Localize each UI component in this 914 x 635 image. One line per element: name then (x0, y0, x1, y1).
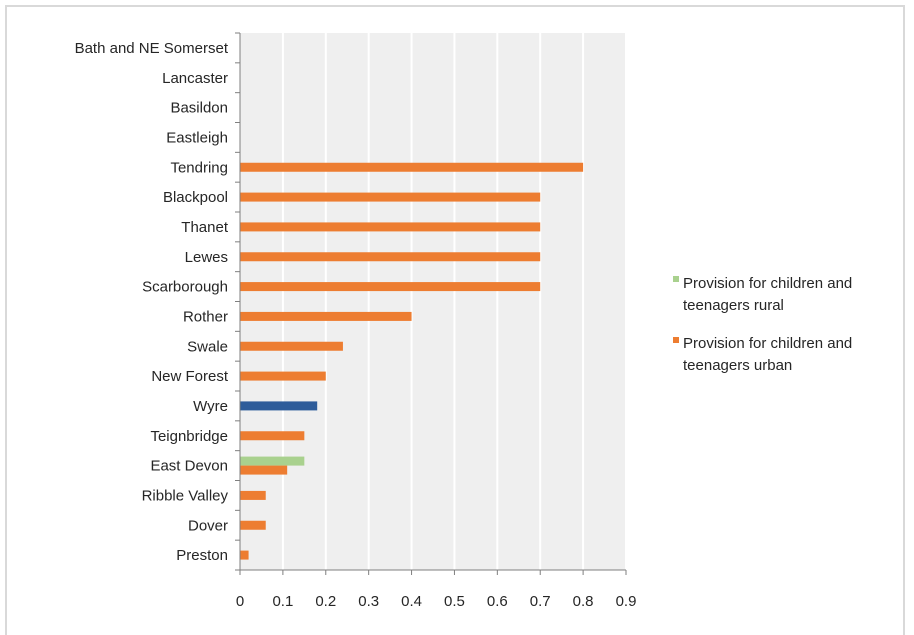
legend-label-rural-line2: teenagers rural (683, 297, 784, 314)
x-tick-label: 0.8 (573, 593, 594, 610)
category-label: Scarborough (142, 279, 228, 296)
category-label: Lancaster (162, 70, 228, 87)
category-label: Thanet (181, 219, 229, 236)
legend: Provision for children and teenagers rur… (673, 275, 852, 374)
category-labels: Bath and NE Somerset Lancaster Basildon Eas… (75, 40, 229, 564)
legend-label-urban-line2: teenagers urban (683, 357, 792, 374)
category-label: Swale (187, 338, 228, 355)
bar-urban (240, 371, 326, 381)
legend-label-urban-line1: Provision for children and (683, 335, 852, 352)
bar-rural (240, 456, 305, 466)
x-tick-label: 0 (236, 593, 244, 610)
category-label: Rother (183, 308, 228, 325)
legend-swatch-urban (673, 337, 679, 343)
category-label: Basildon (170, 100, 228, 117)
x-tick-label: 0.4 (401, 593, 422, 610)
gridlines (281, 33, 627, 570)
category-label: Lewes (185, 249, 228, 266)
category-label: Teignbridge (150, 428, 228, 445)
bar-urban (240, 311, 412, 321)
x-tick-label: 0.7 (530, 593, 551, 610)
category-label: Dover (188, 517, 228, 534)
category-label: New Forest (151, 368, 229, 385)
bar-urban (240, 465, 288, 475)
axes (235, 32, 627, 575)
category-label: Preston (176, 547, 228, 564)
category-label: Ribble Valley (142, 487, 229, 504)
bar-urban (240, 550, 249, 560)
bar-urban (240, 282, 541, 292)
x-tick-label: 0.6 (487, 593, 508, 610)
x-tick-label: 0.9 (616, 593, 637, 610)
bar-urban (240, 341, 343, 351)
bar-urban (240, 252, 541, 262)
bar-urban (240, 490, 266, 500)
legend-swatch-rural (673, 276, 679, 282)
bar-urban (240, 162, 584, 172)
category-label: East Devon (150, 458, 228, 475)
bar-urban (240, 192, 541, 202)
bars (240, 162, 584, 560)
bar-urban (240, 222, 541, 232)
category-label: Bath and NE Somerset (75, 40, 229, 57)
x-tick-label: 0.2 (315, 593, 336, 610)
bar-urban (240, 431, 305, 441)
x-tick-labels: 0 0.1 0.2 0.3 0.4 0.5 0.6 0.7 0.8 0.9 (236, 593, 637, 610)
x-tick-label: 0.5 (444, 593, 465, 610)
legend-label-rural-line1: Provision for children and (683, 275, 852, 292)
bar-urban (240, 520, 266, 530)
category-label: Blackpool (163, 189, 228, 206)
bar-urban (240, 401, 318, 411)
chart-frame (5, 5, 905, 635)
plot-area-background (240, 33, 626, 570)
category-label: Tendring (170, 159, 228, 176)
category-label: Eastleigh (166, 129, 228, 146)
x-tick-label: 0.3 (358, 593, 379, 610)
category-label: Wyre (193, 398, 228, 415)
x-tick-label: 0.1 (272, 593, 293, 610)
